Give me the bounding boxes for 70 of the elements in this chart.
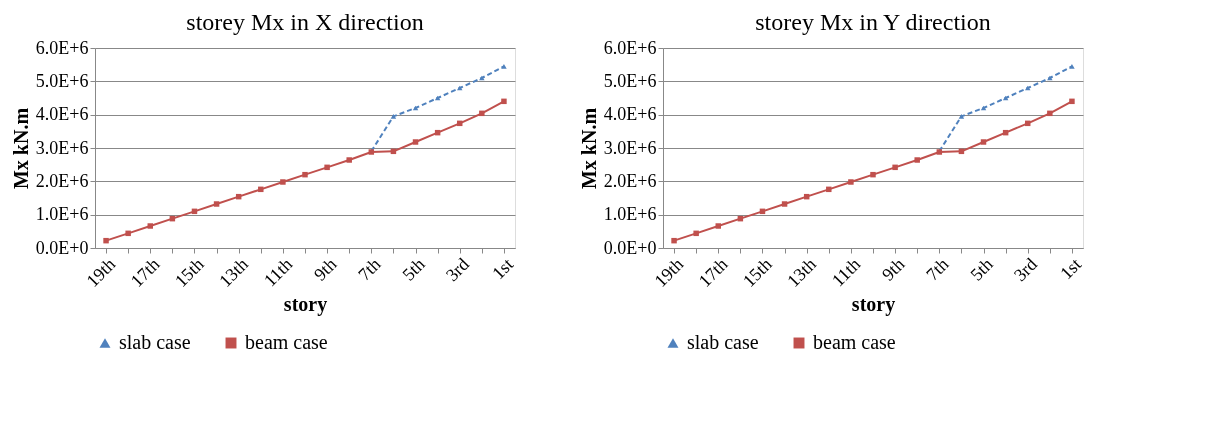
x-tick-label: 11th xyxy=(259,254,297,291)
point xyxy=(258,186,264,193)
x-tick-label: 3rd xyxy=(1009,254,1041,286)
point xyxy=(280,179,286,185)
x-tick-label: 11th xyxy=(827,254,865,291)
point xyxy=(892,164,898,171)
x-tick-label: 5th xyxy=(398,254,429,285)
point xyxy=(501,98,507,105)
point xyxy=(346,157,352,163)
y-axis-title: Mx kN.m xyxy=(577,107,600,190)
x-tick-label: 15th xyxy=(170,254,208,291)
point xyxy=(412,139,419,145)
x-tick-label: 7th xyxy=(922,254,953,285)
point xyxy=(715,223,721,229)
point xyxy=(848,179,854,185)
chart-title: storey Mx in X direction xyxy=(186,9,424,35)
point xyxy=(302,171,308,178)
x-tick-label: 7th xyxy=(354,254,385,285)
point xyxy=(980,139,987,145)
x-tick-label: 13th xyxy=(215,254,252,291)
point xyxy=(1047,110,1053,117)
point xyxy=(324,164,330,171)
y-tick-label: 2.0E+6 xyxy=(603,170,657,191)
point xyxy=(781,201,788,207)
y-tick-label: 6.0E+6 xyxy=(35,37,89,58)
point xyxy=(501,63,507,69)
point xyxy=(958,113,965,119)
x-tick-label: 17th xyxy=(126,254,164,291)
x-tick-label: 3rd xyxy=(441,254,473,286)
x-tick-label: 1st xyxy=(1056,254,1086,284)
point xyxy=(671,237,677,244)
y-tick-label: 4.0E+6 xyxy=(35,104,89,125)
legend-label: beam case xyxy=(245,331,328,353)
y-tick-label: 5.0E+6 xyxy=(603,70,657,91)
point xyxy=(147,223,153,229)
legend-label: slab case xyxy=(687,331,759,353)
y-tick-label: 3.0E+6 xyxy=(35,137,89,158)
y-tick-label: 3.0E+6 xyxy=(603,137,657,158)
x-tick-label: 15th xyxy=(738,254,776,291)
point xyxy=(870,171,876,178)
point xyxy=(1069,63,1075,69)
point xyxy=(980,105,987,111)
x-tick-label: 9th xyxy=(877,254,909,285)
legend-label: slab case xyxy=(119,331,191,353)
y-tick-label: 2.0E+6 xyxy=(35,170,89,191)
point xyxy=(412,105,419,111)
y-tick-label: 1.0E+6 xyxy=(35,204,89,225)
x-tick-label: 17th xyxy=(694,254,732,291)
chart-title: storey Mx in Y direction xyxy=(755,9,991,35)
point xyxy=(1069,98,1075,105)
x-tick-label: 1st xyxy=(488,254,518,284)
y-axis-title: Mx kN.m xyxy=(9,107,32,190)
point xyxy=(213,201,220,207)
x-axis-title: story xyxy=(851,292,896,316)
y-tick-label: 4.0E+6 xyxy=(603,104,657,125)
point xyxy=(914,157,920,163)
x-tick-label: 9th xyxy=(309,254,341,285)
legend-label: beam case xyxy=(813,331,896,353)
y-tick-label: 5.0E+6 xyxy=(35,70,89,91)
point xyxy=(479,110,485,117)
x-tick-label: 13th xyxy=(783,254,820,291)
y-tick-label: 6.0E+6 xyxy=(603,37,657,58)
point xyxy=(390,113,397,119)
point xyxy=(125,230,131,237)
x-axis-title: story xyxy=(283,292,328,316)
point xyxy=(103,237,109,244)
point xyxy=(693,230,699,237)
y-tick-label: 1.0E+6 xyxy=(603,204,657,225)
x-tick-label: 5th xyxy=(966,254,997,285)
point xyxy=(826,186,832,193)
